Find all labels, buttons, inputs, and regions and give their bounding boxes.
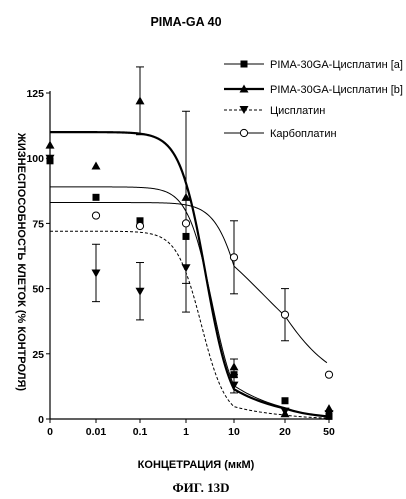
legend-entry-cisplatin: Цисплатин: [224, 105, 325, 117]
data-point-series-2: [229, 381, 239, 390]
legend-entry-a: PIMA-30GA-Цисплатин [a]: [224, 59, 403, 71]
data-point-series-1: [181, 192, 191, 201]
data-point-series-3: [135, 221, 145, 231]
data-point-series-2: [45, 154, 55, 163]
legend-label-cisplatin: Цисплатин: [270, 105, 325, 117]
figure-caption: ФИГ. 13D: [173, 480, 230, 495]
y-tick-label: 125: [26, 88, 44, 100]
data-point-series-0: [281, 397, 289, 405]
data-point-series-3: [324, 370, 334, 379]
data-point-series-3: [181, 219, 191, 228]
y-axis-label: ЖИЗНЕСПОСОБНОСТЬ КЛЕТОК (% КОНТРОЛЯ): [15, 132, 27, 391]
legend-label-a: PIMA-30GA-Цисплатин [a]: [270, 59, 403, 71]
data-point-series-1: [91, 161, 101, 170]
fit-curve-series-3: [50, 202, 328, 364]
axes: [49, 91, 330, 420]
data-point-series-1: [229, 362, 239, 371]
data-point-series-1: [324, 404, 334, 413]
data-point-series-2: [324, 410, 334, 419]
legend-entry-carboplatin: Карбоплатин: [224, 128, 337, 140]
legend-marker-triangle-down: [239, 106, 249, 114]
x-tick-label: 20: [279, 426, 291, 438]
legend: PIMA-30GA-Цисплатин [a] PIMA-30GA-Циспла…: [224, 59, 403, 140]
data-point-series-2: [280, 407, 290, 416]
data-point-series-2: [91, 269, 101, 278]
data-point-series-0: [136, 217, 144, 225]
y-tick-label: 50: [32, 284, 44, 296]
fit-curves: [50, 131, 328, 419]
data-point-series-3: [280, 310, 290, 319]
x-tick-label: 1: [183, 426, 189, 438]
y-tick-label: 25: [32, 349, 44, 361]
x-tick-label: 0.1: [133, 426, 148, 438]
fit-curve-series-0: [50, 186, 327, 417]
legend-marker-circle: [239, 128, 249, 138]
x-ticks: 0 0.01 0.1 1 10 20 50: [47, 419, 335, 438]
error-bars: [92, 66, 289, 394]
y-tick-label: 100: [26, 153, 44, 165]
x-axis-label: КОНЦЕТРАЦИЯ (мкМ): [138, 459, 255, 471]
data-points: [45, 96, 334, 420]
chart-title: PIMA-GA 40: [150, 15, 221, 29]
legend-label-b: PIMA-30GA-Цисплатин [b]: [270, 84, 403, 96]
data-point-series-1: [135, 96, 145, 105]
data-point-series-2: [135, 287, 145, 296]
x-tick-label: 50: [323, 426, 335, 438]
legend-marker-square: [240, 60, 248, 68]
data-point-series-0: [230, 371, 238, 379]
data-point-series-1: [45, 140, 55, 149]
data-point-series-0: [182, 232, 190, 240]
legend-entry-b: PIMA-30GA-Цисплатин [b]: [224, 84, 403, 96]
data-point-series-2: [181, 264, 191, 273]
fit-curve-series-2: [50, 230, 327, 419]
legend-label-carboplatin: Карбоплатин: [270, 128, 337, 140]
data-point-series-3: [229, 253, 239, 262]
data-point-series-3: [91, 211, 101, 220]
legend-marker-triangle-up: [239, 84, 249, 93]
x-tick-label: 10: [228, 426, 240, 438]
y-tick-label: 0: [38, 414, 44, 426]
y-tick-label: 75: [32, 218, 44, 230]
x-tick-label: 0: [47, 426, 53, 438]
fit-curve-series-1: [50, 131, 327, 418]
x-tick-label: 0.01: [86, 426, 107, 438]
y-ticks: 0 25 50 75 100 125: [26, 88, 50, 426]
data-point-series-0: [92, 193, 100, 201]
